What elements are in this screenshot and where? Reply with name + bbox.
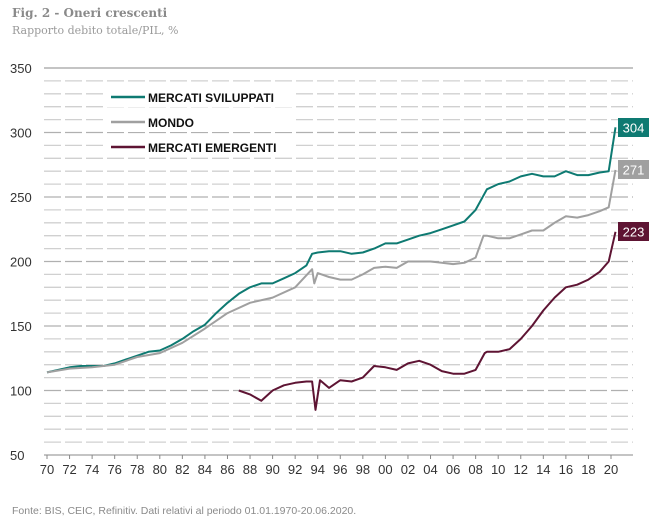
x-tick-label: 04	[423, 462, 437, 477]
x-tick-label: 80	[153, 462, 167, 477]
x-tick-label: 08	[468, 462, 482, 477]
x-tick-label: 06	[446, 462, 460, 477]
series-line-1	[46, 169, 617, 374]
x-tick-label: 18	[581, 462, 595, 477]
x-tick-label: 88	[243, 462, 257, 477]
x-tick-label: 00	[378, 462, 392, 477]
x-tick-label: 78	[130, 462, 144, 477]
chart-title: Fig. 2 - Oneri crescenti	[12, 6, 168, 20]
legend-label: MERCATI SVILUPPATI	[148, 91, 274, 105]
x-tick-label: 70	[40, 462, 54, 477]
y-tick-label: 200	[10, 255, 32, 270]
x-tick-label: 98	[356, 462, 370, 477]
x-tick-label: 84	[198, 462, 212, 477]
legend-background	[105, 112, 295, 132]
x-tick-label: 90	[265, 462, 279, 477]
end-label: 223	[623, 225, 645, 240]
chart-subtitle: Rapporto debito totale/PIL, %	[12, 24, 179, 37]
y-tick-label: 350	[10, 61, 32, 76]
x-tick-label: 14	[536, 462, 550, 477]
x-tick-label: 82	[175, 462, 189, 477]
y-tick-label: 250	[10, 190, 32, 205]
series-line-2	[238, 231, 617, 411]
x-tick-label: 10	[491, 462, 505, 477]
y-tick-label: 50	[10, 448, 24, 463]
x-tick-label: 92	[288, 462, 302, 477]
legend-label: MERCATI EMERGENTI	[148, 141, 276, 155]
x-tick-label: 86	[220, 462, 234, 477]
legend-label: MONDO	[148, 116, 194, 130]
legend-background	[105, 137, 295, 157]
x-tick-label: 72	[62, 462, 76, 477]
x-tick-label: 76	[107, 462, 121, 477]
x-tick-label: 20	[604, 462, 618, 477]
x-tick-label: 96	[333, 462, 347, 477]
end-label-box	[618, 118, 649, 137]
x-tick-label: 12	[514, 462, 528, 477]
x-tick-label: 16	[559, 462, 573, 477]
end-label-box	[618, 222, 649, 241]
series-line-0	[46, 127, 617, 374]
legend-background	[105, 87, 295, 107]
x-tick-label: 02	[401, 462, 415, 477]
end-label-box	[618, 160, 649, 179]
end-label: 304	[623, 121, 645, 136]
x-tick-label: 94	[310, 462, 324, 477]
y-tick-label: 150	[10, 319, 32, 334]
source-note: Fonte: BIS, CEIC, Refinitiv. Dati relati…	[12, 505, 357, 517]
x-tick-label: 74	[85, 462, 99, 477]
y-tick-label: 300	[10, 126, 32, 141]
y-tick-label: 100	[10, 384, 32, 399]
end-label: 271	[623, 163, 645, 178]
